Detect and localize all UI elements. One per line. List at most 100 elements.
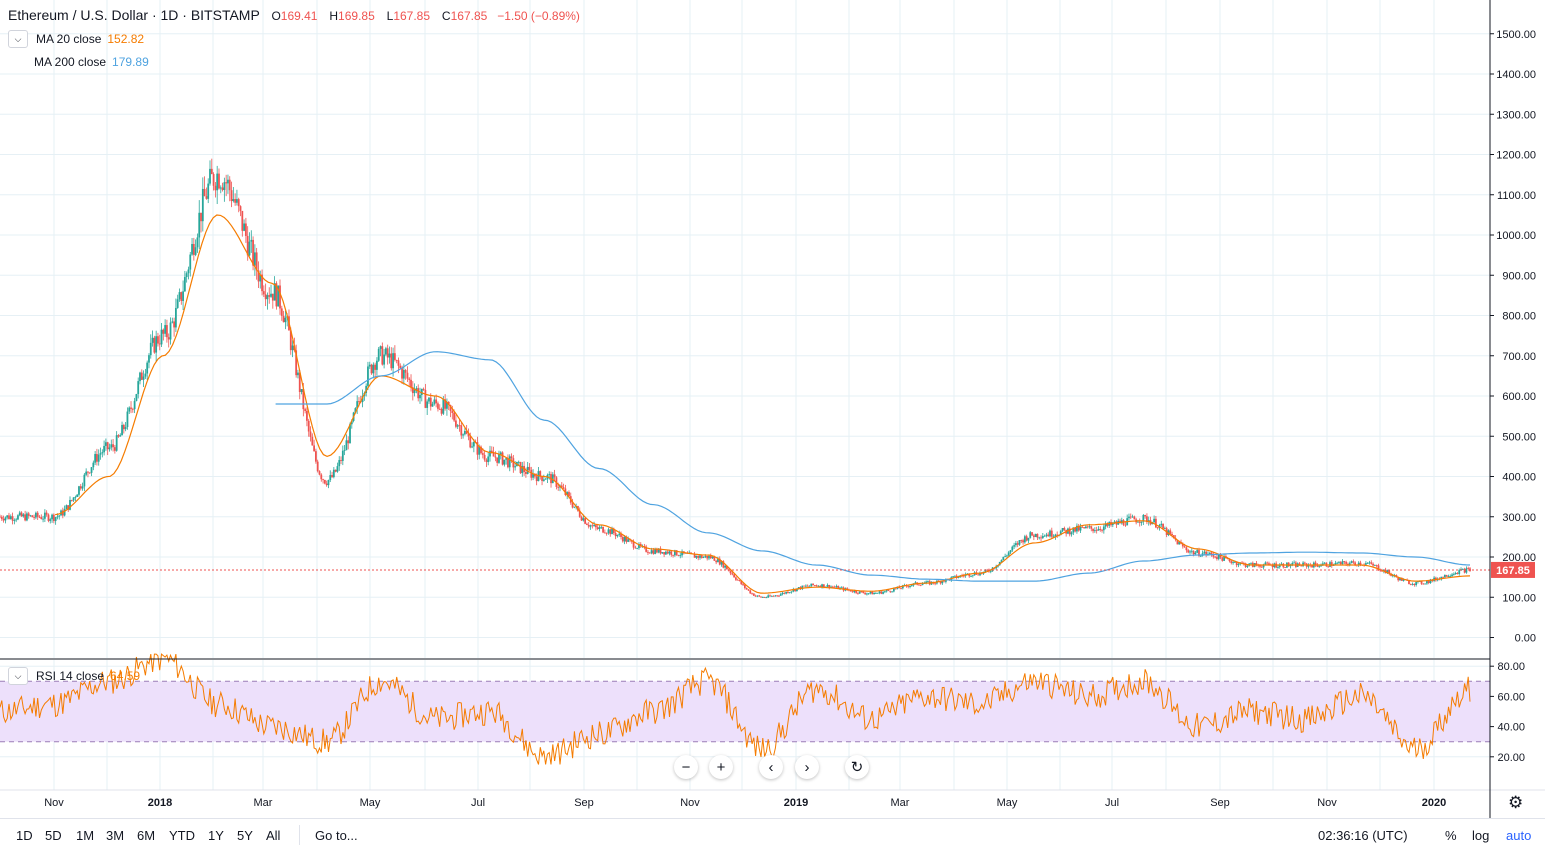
- scroll-left-button[interactable]: ‹: [759, 755, 783, 779]
- candle-body: [819, 585, 822, 588]
- candle-body: [1133, 516, 1136, 520]
- percent-scale-button[interactable]: %: [1445, 828, 1457, 843]
- scroll-right-button[interactable]: ›: [795, 755, 819, 779]
- candle-body: [284, 317, 287, 323]
- chart-canvas[interactable]: 1500.00 1400.00 1300.00 1200.00 1100.00 1000.…: [0, 0, 1545, 818]
- candle-body: [126, 411, 129, 428]
- settings-button[interactable]: ⚙: [1508, 793, 1523, 813]
- candle-body: [1250, 562, 1252, 564]
- zoom-out-button[interactable]: −: [674, 755, 698, 779]
- candle-body: [887, 590, 890, 592]
- candle-body: [882, 592, 884, 594]
- candle-body: [1381, 570, 1383, 572]
- candle-body: [469, 436, 472, 448]
- candle-body: [29, 515, 32, 517]
- candle-body: [1016, 543, 1019, 545]
- candle-body: [218, 173, 220, 189]
- candle-body: [1212, 554, 1215, 557]
- candle-body: [63, 509, 66, 516]
- log-scale-button[interactable]: log: [1472, 828, 1490, 843]
- candle-body: [1099, 528, 1102, 530]
- range-1y-button[interactable]: 1Y: [208, 828, 224, 843]
- candle-body: [1214, 556, 1217, 558]
- range-ytd-button[interactable]: YTD: [169, 828, 195, 843]
- candle-body: [431, 403, 434, 407]
- candle-body: [984, 569, 987, 572]
- candle-body: [442, 399, 445, 414]
- candle-body: [322, 479, 324, 481]
- candle-body: [652, 550, 655, 554]
- candle-body: [467, 433, 470, 437]
- candle-body: [115, 435, 118, 451]
- candle-body: [602, 526, 604, 533]
- candle-body: [56, 516, 59, 518]
- candle-body: [634, 547, 637, 549]
- candle-body: [765, 597, 768, 599]
- candle-body: [83, 474, 86, 487]
- chevron-down-icon: ⌵: [14, 33, 22, 44]
- reset-chart-button[interactable]: ↻: [845, 755, 869, 779]
- candle-body: [804, 585, 807, 587]
- candle-body: [381, 346, 384, 365]
- collapse-indicators-button[interactable]: ⌵: [8, 30, 28, 48]
- candle-body: [867, 593, 870, 595]
- candle-body: [616, 534, 619, 537]
- candle-body: [711, 556, 714, 559]
- candle-body: [460, 425, 463, 436]
- candle-body: [248, 241, 251, 256]
- candle-body: [228, 179, 231, 191]
- collapse-rsi-button[interactable]: ⌵: [8, 667, 28, 685]
- candle-body: [779, 594, 782, 596]
- candle-body: [666, 551, 669, 554]
- range-all-button[interactable]: All: [266, 828, 281, 843]
- auto-scale-button[interactable]: auto: [1506, 828, 1532, 843]
- time-axis-label: Sep: [1210, 797, 1230, 809]
- price-axis-label: 100.00: [1502, 592, 1536, 604]
- price-axis-label: 700.00: [1502, 351, 1536, 363]
- candle-body: [761, 597, 764, 598]
- candle-body: [112, 444, 114, 448]
- candle-body: [894, 588, 897, 590]
- candle-body: [350, 420, 353, 425]
- candle-body: [620, 533, 622, 537]
- candle-body: [1268, 563, 1270, 565]
- candle-body: [85, 471, 88, 475]
- candle-body: [858, 591, 861, 594]
- candle-body: [456, 425, 459, 427]
- candle-body: [135, 394, 138, 401]
- candle-body: [239, 206, 242, 211]
- range-3m-button[interactable]: 3M: [106, 828, 125, 843]
- range-1d-button[interactable]: 1D: [16, 828, 33, 843]
- candle-body: [591, 525, 594, 527]
- candle-body: [835, 586, 838, 588]
- candle-body: [36, 512, 39, 517]
- candle-body: [1451, 574, 1453, 577]
- candle-body: [261, 274, 263, 292]
- range-1m-button[interactable]: 1M: [76, 828, 95, 843]
- candle-body: [957, 577, 960, 579]
- candle-body: [169, 322, 172, 340]
- range-5y-button[interactable]: 5Y: [237, 828, 253, 843]
- candle-body: [1447, 576, 1450, 577]
- zoom-in-button[interactable]: +: [709, 755, 733, 779]
- candle-body: [149, 342, 152, 356]
- candle-body: [94, 454, 97, 463]
- candle-body: [131, 408, 134, 410]
- candle-body: [736, 579, 739, 581]
- candle-body: [314, 451, 317, 462]
- candle-body: [941, 581, 944, 584]
- candle-body: [311, 436, 314, 446]
- candle-body: [1154, 518, 1157, 528]
- price-axis-label: 300.00: [1502, 512, 1536, 524]
- candle-body: [88, 472, 91, 474]
- ma20-value: 152.82: [107, 32, 145, 46]
- goto-button[interactable]: Go to...: [315, 828, 358, 843]
- candle-body: [259, 274, 262, 282]
- candle-body: [1364, 563, 1367, 565]
- candle-body: [1241, 562, 1243, 564]
- candle-body: [370, 364, 373, 374]
- candle-body: [1320, 565, 1322, 567]
- range-6m-button[interactable]: 6M: [137, 828, 156, 843]
- candle-body: [751, 593, 753, 595]
- range-5d-button[interactable]: 5D: [45, 828, 62, 843]
